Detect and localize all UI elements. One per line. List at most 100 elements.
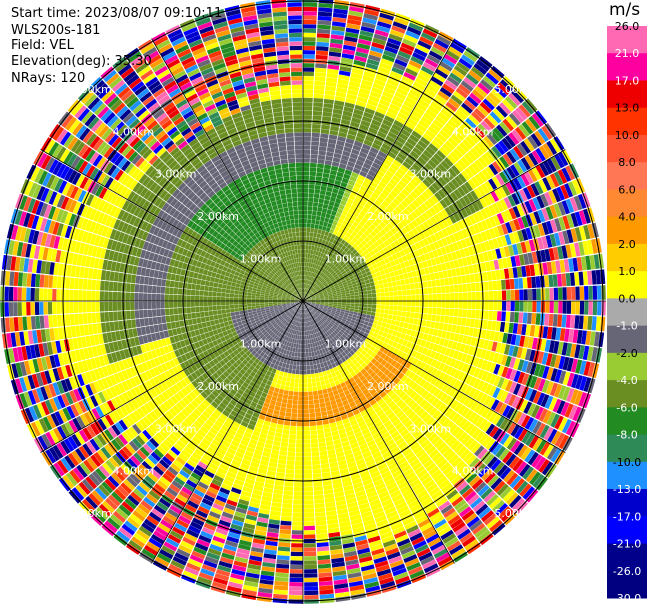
range-gate xyxy=(367,349,373,356)
range-gate xyxy=(482,271,488,282)
range-gate xyxy=(326,331,331,336)
range-gate xyxy=(492,352,500,363)
range-gate xyxy=(287,346,291,351)
range-gate xyxy=(312,106,323,112)
range-gate xyxy=(368,467,379,475)
range-gate xyxy=(568,404,578,420)
range-gate xyxy=(233,515,245,523)
range-gate xyxy=(503,469,515,483)
range-gate xyxy=(306,369,311,375)
range-gate xyxy=(489,260,496,271)
range-gate xyxy=(361,335,367,341)
range-gate xyxy=(438,371,446,381)
range-gate xyxy=(332,408,340,414)
range-gate xyxy=(400,374,408,383)
range-gate xyxy=(446,76,460,87)
range-gate xyxy=(362,255,368,261)
range-gate xyxy=(324,326,329,332)
range-gate xyxy=(426,280,432,288)
range-gate xyxy=(446,366,454,375)
range-gate xyxy=(420,203,429,212)
range-gate xyxy=(517,217,525,230)
range-gate xyxy=(312,268,316,273)
range-gate xyxy=(410,442,420,451)
range-gate xyxy=(466,398,476,409)
range-gate xyxy=(465,472,478,484)
range-gate xyxy=(324,295,329,298)
range-gate xyxy=(364,236,371,243)
range-gate xyxy=(310,287,314,291)
range-gate xyxy=(386,371,394,379)
range-gate xyxy=(329,285,335,289)
range-gate xyxy=(405,471,417,481)
range-gate xyxy=(510,334,517,346)
range-gate xyxy=(553,203,562,218)
range-gate xyxy=(304,551,317,557)
range-gate xyxy=(320,298,325,301)
range-gate xyxy=(391,281,397,287)
range-gate xyxy=(400,352,407,359)
range-gate xyxy=(454,402,463,413)
range-gate xyxy=(404,232,412,240)
range-gate xyxy=(429,540,444,551)
range-gate xyxy=(505,453,517,467)
range-gate xyxy=(397,505,410,514)
range-gate xyxy=(304,581,318,587)
range-gate xyxy=(420,116,432,126)
range-gate xyxy=(343,146,352,153)
range-gate xyxy=(319,272,324,277)
range-gate xyxy=(423,372,431,381)
range-gate xyxy=(307,290,311,294)
range-gate xyxy=(303,288,305,293)
range-gate xyxy=(469,318,475,328)
range-gate xyxy=(362,515,374,523)
range-gate xyxy=(537,223,546,237)
range-gate xyxy=(527,403,537,416)
range-gate xyxy=(367,170,376,177)
range-gate xyxy=(330,466,339,472)
range-gate xyxy=(325,401,331,407)
range-gate xyxy=(313,308,317,312)
range-gate xyxy=(445,101,458,112)
range-gate xyxy=(387,364,394,372)
range-gate xyxy=(444,315,450,324)
range-gate xyxy=(337,296,342,300)
range-gate xyxy=(411,236,419,244)
range-gate xyxy=(341,270,347,275)
range-gate xyxy=(315,302,321,304)
range-gate xyxy=(416,73,430,84)
range-gate xyxy=(312,288,316,293)
range-gate xyxy=(569,343,577,358)
range-gate xyxy=(445,468,457,479)
range-gate xyxy=(359,301,364,304)
range-gate xyxy=(438,362,446,372)
range-gate xyxy=(392,567,407,577)
range-gate xyxy=(308,395,314,401)
range-gate xyxy=(318,442,326,448)
range-gate xyxy=(221,552,235,561)
range-gate xyxy=(333,301,338,303)
range-gate xyxy=(363,576,379,585)
range-gate xyxy=(219,556,234,565)
range-gate xyxy=(333,351,339,357)
range-gate xyxy=(516,346,523,359)
range-gate xyxy=(305,279,308,285)
range-gate xyxy=(386,510,398,519)
range-gate xyxy=(375,377,383,385)
range-gate xyxy=(401,550,416,560)
range-gate xyxy=(341,196,349,202)
range-gate xyxy=(417,518,431,528)
range-gate xyxy=(530,183,540,197)
range-gate xyxy=(279,533,291,539)
range-gate xyxy=(381,322,387,328)
range-gate xyxy=(361,166,370,174)
range-gate xyxy=(560,184,570,200)
range-gate xyxy=(340,277,346,282)
range-gate xyxy=(320,319,325,324)
range-gate xyxy=(466,283,472,292)
range-gate xyxy=(457,463,469,474)
range-gate xyxy=(390,489,402,499)
range-gate xyxy=(481,154,492,166)
range-gate xyxy=(552,398,562,413)
range-gate xyxy=(315,337,319,342)
